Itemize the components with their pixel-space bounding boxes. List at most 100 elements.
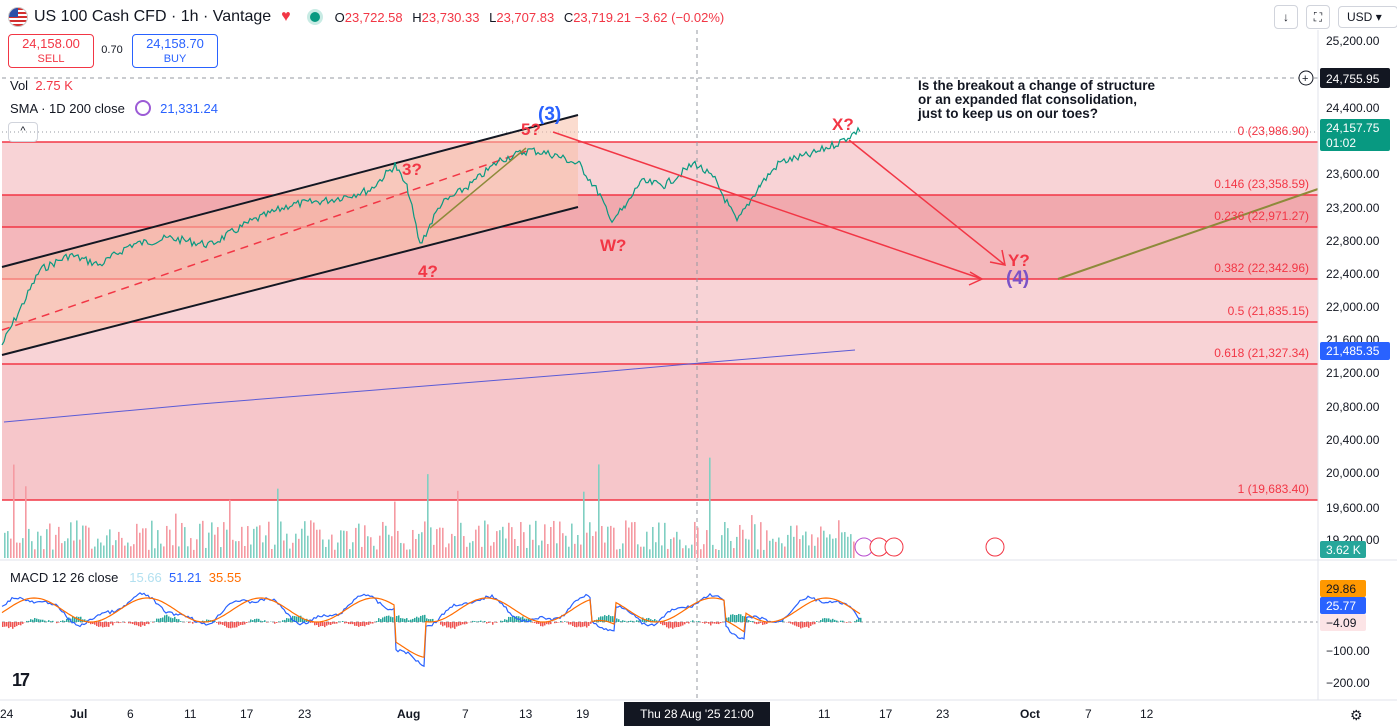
macd-hist-bar [412,618,414,622]
volume-bar [427,474,429,558]
wave-label-3q: 3? [402,160,422,179]
macd-hist-bar [576,622,578,628]
buy-button[interactable]: 24,158.70 BUY [132,34,218,68]
volume-bar [625,520,627,558]
volume-bar [676,531,678,558]
macd-hist-bar [8,622,10,629]
macd-hist-bar [606,616,608,622]
macd-hist-bar [112,622,114,626]
macd-hist-bar [160,618,162,622]
macd-hist-bar [446,622,448,628]
macd-hist-bar [38,619,40,622]
macd-hist-bar [290,618,292,622]
volume-bar [361,546,363,558]
channel-fill [2,115,578,355]
volume-bar [451,533,453,558]
volume-bar [463,536,465,558]
macd-hist-bar [98,622,100,627]
sma-line [3,349,856,423]
volume-bar [85,525,87,558]
macd-indicator[interactable]: MACD 12 26 close 15.66 51.21 35.55 [10,570,242,585]
macd-hist-bar [370,622,372,624]
sma-indicator[interactable]: SMA · 1D 200 close 21,331.24 [10,100,218,116]
currency-select[interactable]: USD ▾ [1338,6,1397,28]
tradingview-logo[interactable]: 17 [12,670,30,690]
volume-bar [748,539,750,558]
add-alert-icon[interactable] [1298,70,1314,86]
volume-bar [649,549,651,558]
download-icon[interactable]: ↓ [1274,5,1298,29]
volume-bar [805,531,807,558]
macd-hist-bar [146,622,148,624]
macd-hist-bar [66,618,68,622]
macd-hist-bar [850,622,852,623]
macd-hist-bar [836,620,838,622]
vol-indicator[interactable]: Vol 2.75 K [10,78,73,93]
volume-bar [103,545,105,558]
chart-annotation[interactable]: Is the breakout a change of structure or… [918,78,1156,121]
volume-bar [505,538,507,558]
macd-hist-bar [440,622,442,625]
volume-bar [787,534,789,558]
volume-bar [577,535,579,558]
sell-button[interactable]: 24,158.00 SELL [8,34,94,68]
macd-orange-badge [1320,580,1366,597]
volume-bar [358,523,360,558]
volume-bar [250,544,252,558]
macd-hist-bar [758,622,760,624]
volume-bar [46,529,48,558]
macd-hist-bar [840,620,842,622]
volume-bar [631,522,633,558]
us-flag-icon[interactable] [884,537,904,557]
volume-bar [109,529,111,558]
volume-bar [271,548,273,558]
volume-bar [502,526,504,558]
last-price-badge [1320,119,1390,151]
macd-hist-bar [416,616,418,622]
volume-bar [229,499,231,558]
macd-blue-value: 25.77 [1326,599,1356,613]
macd-hist-bar [100,622,102,627]
volume-bar [178,546,180,558]
macd-hist-bar [550,622,552,625]
macd-hist-bar [68,617,70,622]
macd-hist-bar [310,622,312,623]
macd-hist-bar [140,622,142,627]
macd-hist-bar [282,620,284,622]
volume-bar [532,539,534,558]
macd-hist-bar [350,622,352,625]
volume-bar [550,527,552,558]
macd-hist-bar [802,622,804,628]
heart-icon[interactable]: ♥ [281,8,291,25]
macd-hist-bar [704,622,706,624]
gear-icon[interactable]: ⚙ [1350,707,1363,723]
market-status-icon[interactable] [306,9,323,25]
volume-bar [853,541,855,558]
volume-bar [49,523,51,558]
collapse-legend-button[interactable]: ^ [8,122,38,142]
volume-bar [400,542,402,558]
fullscreen-icon[interactable]: ⛶ [1306,5,1330,29]
macd-hist-bar [806,622,808,627]
macd-hist-bar [546,622,548,625]
volume-bar [157,530,159,558]
macd-hist-bar [254,619,256,622]
macd-hist-bar [618,619,620,622]
volume-bar [679,539,681,558]
symbol-title[interactable]: US 100 Cash CFD · 1h · Vantage [34,8,272,25]
macd-hist-bar [680,622,682,627]
us-flag-icon[interactable] [985,537,1005,557]
sync-icon[interactable] [134,100,151,116]
macd-hist-bar [398,615,400,622]
macd-hist-bar [358,622,360,627]
volume-bar [478,525,480,558]
macd-hist-bar [314,622,316,626]
macd-hist-bar [798,622,800,627]
buy-price: 24,158.70 [146,36,204,51]
macd-hist-bar [728,617,730,622]
volume-bar [589,522,591,558]
volume-bar [430,527,432,558]
macd-hist-bar [344,622,346,624]
volume-bar [406,549,408,558]
